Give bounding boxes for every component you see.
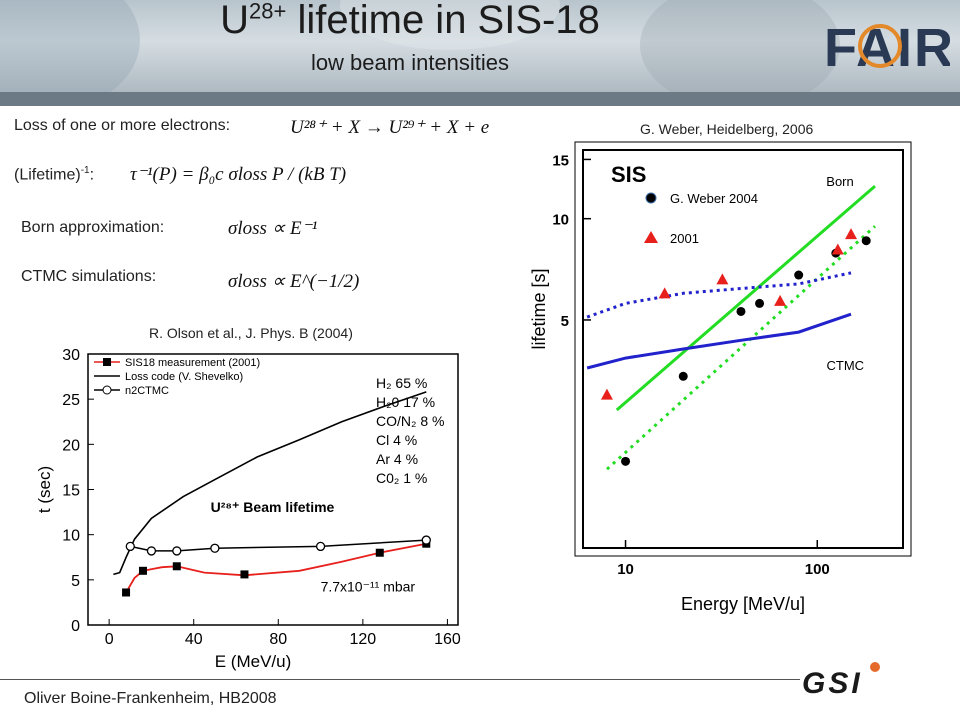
gas-composition-item: Cl 4 % <box>376 432 417 448</box>
slide-subtitle: low beam intensities <box>310 50 510 75</box>
measurement-2001-point <box>831 243 844 255</box>
measurement-point <box>122 588 131 597</box>
measurement-2001-point <box>658 287 671 299</box>
y-tick-label: 10 <box>62 528 80 545</box>
y-tick-label: 15 <box>62 483 80 500</box>
n2ctmc-point <box>315 541 326 552</box>
n2ctmc-point <box>421 535 431 545</box>
n2ctmc-point <box>210 543 220 553</box>
measurement-point <box>172 562 181 571</box>
header-bar <box>0 92 960 106</box>
footer-author: Oliver Boine-Frankenheim, HB2008 <box>24 690 277 707</box>
weber-2004-point <box>621 456 631 466</box>
measurement-2001-point <box>845 228 858 240</box>
y-axis-label: t (sec) <box>35 466 54 513</box>
ctmc-dotted-line <box>586 271 852 319</box>
weber-2004-point <box>678 371 688 381</box>
y-tick-label: 10 <box>552 212 569 229</box>
gas-composition-item: CO/N₂ 8 % <box>376 413 444 429</box>
measurement-point <box>240 570 249 579</box>
olson-lifetime-chart: 0 40 80 120 160 0 5 10 15 20 25 30 E (MeV/u) t (sec) S… <box>35 347 461 671</box>
slide-title: U28+ lifetime in SIS-18 <box>220 0 600 42</box>
legend-label: Loss code (V. Shevelko) <box>125 371 243 383</box>
x-tick-label: 0 <box>105 631 114 648</box>
legend-label-weber: G. Weber 2004 <box>670 191 758 206</box>
ctmc-label: CTMC simulations: <box>21 268 157 285</box>
y-tick-label: 25 <box>62 392 80 409</box>
legend-marker-weber <box>645 192 657 204</box>
y-tick-label: 30 <box>62 347 80 364</box>
n2ctmc-point <box>146 546 157 556</box>
x-tick-label: 120 <box>350 631 377 648</box>
ctmc-label: CTMC <box>827 358 865 373</box>
x-axis-label: E (MeV/u) <box>215 652 292 671</box>
gas-composition-item: H₂0 17 % <box>376 394 435 410</box>
born-label: Born <box>826 174 853 189</box>
pressure-annotation: 7.7x10⁻¹¹ mbar <box>321 579 416 595</box>
plot-frame <box>87 353 459 626</box>
loss-equation: U²⁸⁺ + X → U²⁹⁺ + X + e <box>290 117 490 138</box>
legend-label: SIS18 measurement (2001) <box>125 357 260 369</box>
x-tick-label: 40 <box>185 631 203 648</box>
svg-text:GSI: GSI <box>802 667 863 700</box>
measurement-point <box>375 548 384 557</box>
slide-header: U28+ lifetime in SIS-18 low beam intensi… <box>0 0 960 92</box>
n2ctmc-point <box>172 546 182 556</box>
olson-caption: R. Olson et al., J. Phys. B (2004) <box>149 325 353 341</box>
born-equation: σloss ∝ E⁻¹ <box>228 218 318 239</box>
born-line <box>615 184 876 412</box>
weber-caption: G. Weber, Heidelberg, 2006 <box>640 121 814 137</box>
lifetime-equation: τ⁻¹(P) = β₀c σloss P / (kB T) <box>130 164 347 185</box>
weber-2004-point <box>755 298 765 308</box>
gsi-logo: GSI <box>802 662 880 700</box>
ctmc-line <box>586 312 852 370</box>
weber-2004-point <box>861 236 871 246</box>
x-tick-label: 100 <box>805 561 830 578</box>
born-label: Born approximation: <box>21 219 165 236</box>
measurement-2001-point <box>600 388 613 400</box>
gas-composition-item: H₂ 65 % <box>376 375 427 391</box>
ctmc-equation: σloss ∝ E^(−1/2) <box>228 271 360 292</box>
weber-2004-point <box>794 270 804 280</box>
y-tick-label: 5 <box>71 573 80 590</box>
y-axis-label: lifetime [s] <box>529 268 549 349</box>
x-axis-label: Energy [MeV/u] <box>681 594 805 614</box>
measurement-point <box>138 566 147 575</box>
legend-label-2001: 2001 <box>670 231 699 246</box>
weber-2004-point <box>736 306 746 316</box>
plot-frame <box>582 149 904 549</box>
n2ctmc-point <box>125 541 135 552</box>
legend-marker-2001 <box>644 231 658 243</box>
legend-label: n2CTMC <box>125 385 169 397</box>
legend-marker <box>102 385 112 395</box>
weber-lifetime-chart: 10 100 5 10 15 Energy [MeV/u] lifetime [s] SIS B… <box>529 141 912 614</box>
gas-composition-item: C0₂ 1 % <box>376 470 427 486</box>
legend-marker <box>103 358 111 366</box>
x-tick-label: 80 <box>269 631 287 648</box>
measurement-2001-point <box>774 294 787 306</box>
y-tick-label: 0 <box>71 618 80 635</box>
lifetime-label: (Lifetime)-1: <box>14 165 95 184</box>
y-tick-label: 20 <box>62 437 80 454</box>
gas-composition-item: Ar 4 % <box>376 451 418 467</box>
fair-logo: FAIR <box>824 18 950 78</box>
y-tick-label: 15 <box>552 152 569 169</box>
chart-title: SIS <box>611 162 646 187</box>
chart-annotation: U²⁸⁺ Beam lifetime <box>211 499 335 515</box>
loss-label: Loss of one or more electrons: <box>14 117 231 134</box>
measurement-2001-point <box>716 273 729 285</box>
loss-code-line <box>113 391 427 576</box>
x-tick-label: 160 <box>434 631 461 648</box>
x-tick-label: 10 <box>617 561 634 578</box>
y-tick-label: 5 <box>561 313 569 330</box>
footer-divider <box>0 679 800 680</box>
